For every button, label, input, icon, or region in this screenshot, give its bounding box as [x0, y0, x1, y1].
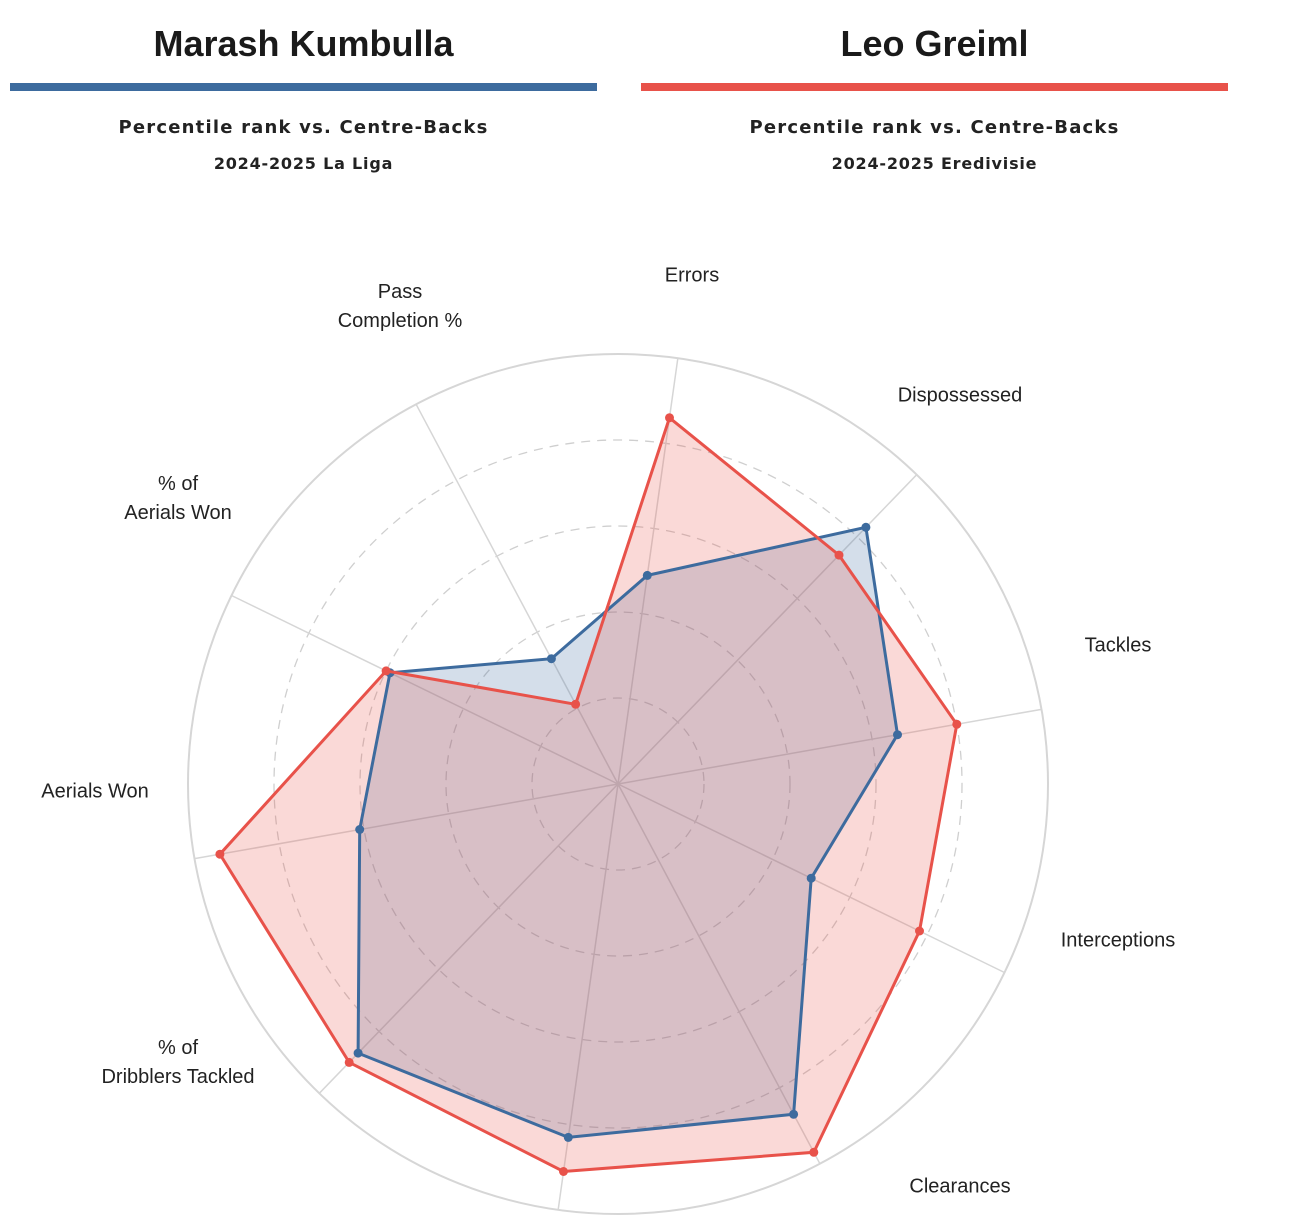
- player-name: Marash Kumbulla: [153, 23, 454, 64]
- series-area: [219, 417, 957, 1172]
- axis-label: Clearances: [909, 1175, 1010, 1197]
- grid-ring: [531, 697, 705, 871]
- season-league: 2024-2025 Eredivisie: [831, 154, 1038, 173]
- player-header-left: Marash Kumbulla Percentile rank vs. Cent…: [10, 0, 597, 173]
- data-point: [355, 825, 365, 834]
- data-point: [215, 849, 225, 859]
- data-point: [789, 1109, 799, 1119]
- data-point: [571, 699, 581, 709]
- axis-spoke: [231, 594, 619, 785]
- data-point: [642, 570, 652, 580]
- data-point: [381, 666, 391, 676]
- data-point: [861, 522, 871, 532]
- radar-series: [215, 413, 962, 1176]
- axis-spoke: [617, 783, 821, 1165]
- data-point: [809, 1147, 819, 1157]
- data-point: [834, 550, 844, 560]
- percentile-subtitle: Percentile rank vs. Centre-Backs: [118, 117, 489, 138]
- radar-axis-labels: Errors Dispossessed Tackles Interceptions Cl…: [41, 264, 1175, 1197]
- axis-label: Errors: [665, 264, 719, 286]
- player-header-right: Leo Greiml Percentile rank vs. Centre-Ba…: [641, 0, 1228, 173]
- axis-label: Pass Completion %: [338, 281, 463, 332]
- data-point: [344, 1057, 354, 1067]
- player-name: Leo Greiml: [840, 23, 1029, 64]
- axis-spoke: [194, 783, 619, 860]
- data-point: [546, 654, 556, 664]
- axis-spoke: [415, 403, 619, 785]
- axis-label: Dispossessed: [898, 384, 1023, 406]
- outer-ring: [187, 353, 1049, 1215]
- grid-ring: [359, 525, 877, 1043]
- player-color-bar: [641, 83, 1228, 91]
- data-point: [952, 719, 962, 729]
- percentile-subtitle: Percentile rank vs. Centre-Backs: [749, 117, 1120, 138]
- data-point: [806, 873, 816, 883]
- axis-spoke: [617, 708, 1042, 785]
- axis-label: Interceptions: [1061, 929, 1176, 951]
- axis-label: Aerials Won: [41, 780, 148, 802]
- series-area: [358, 527, 898, 1138]
- axis-label: % of Dribblers Tackled: [101, 1037, 254, 1088]
- data-point: [665, 413, 674, 423]
- data-point: [893, 730, 902, 740]
- data-point: [915, 926, 924, 936]
- grid-ring: [273, 439, 963, 1129]
- axis-label: % of Aerials Won: [124, 473, 231, 524]
- data-point: [559, 1167, 568, 1176]
- season-league: 2024-2025 La Liga: [213, 154, 394, 173]
- data-point: [353, 1048, 363, 1058]
- player-color-bar: [10, 83, 597, 91]
- axis-label: Tackles: [1085, 634, 1152, 656]
- grid-ring: [445, 611, 791, 957]
- axis-spoke: [318, 783, 619, 1094]
- data-point: [563, 1132, 573, 1142]
